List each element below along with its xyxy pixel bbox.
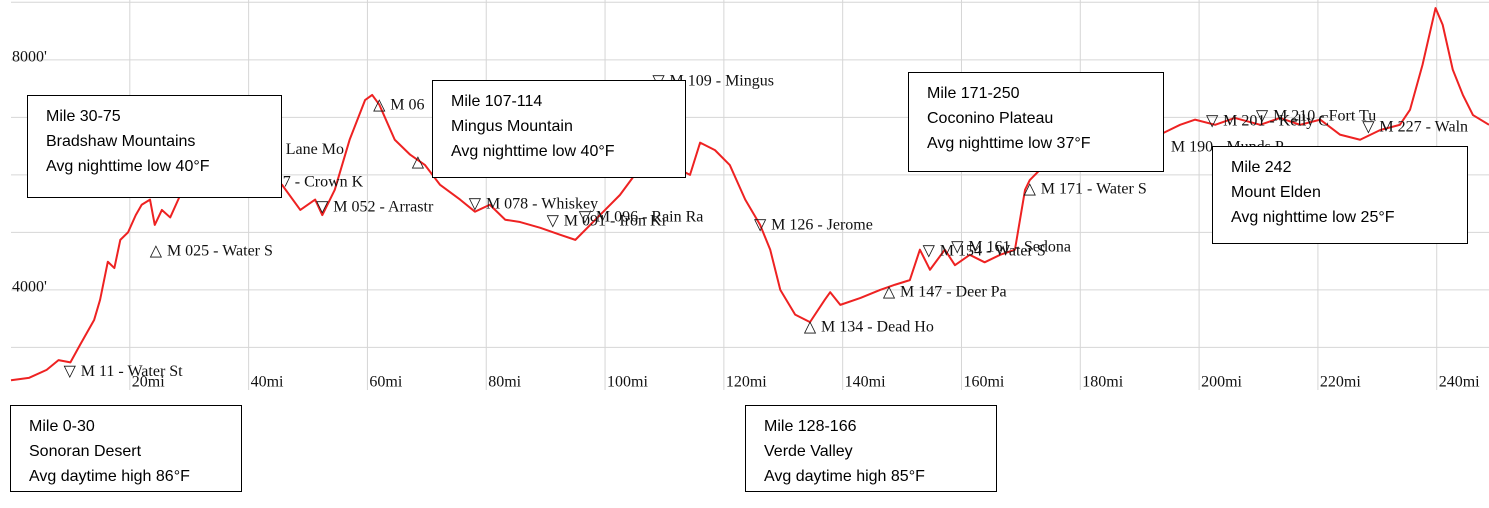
annotation-box: Mile 30-75 Bradshaw Mountains Avg nighttim… [27, 95, 282, 198]
x-tick-label: 140mi [845, 374, 886, 391]
waypoint-label: M 171 - Water S [1041, 180, 1147, 197]
x-tick-label: 120mi [726, 374, 767, 391]
x-tick-label: 180mi [1082, 374, 1123, 391]
y-tick-label: 8000' [12, 48, 47, 65]
waypoint-marker: ▽ [951, 239, 964, 256]
waypoint-marker: ▽ [923, 243, 936, 260]
waypoint-label: M 025 - Water S [167, 243, 273, 260]
annotation-line: Verde Valley [764, 443, 853, 460]
waypoint-marker: △ [883, 283, 896, 300]
annotation-box: Mile 107-114 Mingus Mountain Avg nighttime… [432, 80, 686, 178]
x-tick-label: 240mi [1439, 374, 1480, 391]
waypoint-label: M 210 - Fort Tu [1273, 107, 1376, 124]
annotation-box: Mile 171-250 Coconino Plateau Avg nighttim… [908, 72, 1164, 172]
waypoint-marker: △ [373, 97, 386, 114]
annotation-line: Avg daytime high 86°F [29, 468, 190, 485]
annotation-line: Avg nighttime low 25°F [1231, 209, 1395, 226]
y-tick-label: 4000' [12, 279, 47, 296]
waypoint-marker: ▽ [316, 198, 329, 215]
waypoint-label: M 126 - Jerome [771, 217, 873, 234]
waypoint-label: M 096 - Rain Ra [596, 209, 704, 226]
waypoint-label: M 154 - Water S [940, 243, 1046, 260]
waypoint-label: M 109 - Mingus [670, 72, 774, 89]
waypoint-label: M 11 - Water St [81, 363, 183, 380]
waypoint-label: M 091 - Iron Ki [564, 213, 667, 230]
annotation-line: Mile 242 [1231, 159, 1292, 176]
annotation-box: Mile 242 Mount Elden Avg nighttime low 25°… [1212, 146, 1468, 244]
waypoint-marker: △ [804, 319, 817, 336]
x-tick-label: 220mi [1320, 374, 1361, 391]
annotation-line: Avg daytime high 85°F [764, 468, 925, 485]
elevation-chart: 4000' 8000' 20mi 40mi 60mi 80mi 100mi 120mi 140m… [10, 0, 1489, 391]
annotation-line: Coconino Plateau [927, 110, 1054, 127]
x-tick-label: 200mi [1201, 374, 1242, 391]
elevation-line [10, 7, 1489, 382]
waypoint-label: M 201 - Kelly C [1223, 113, 1329, 130]
waypoint-label: M 052 - Arrastr [333, 198, 434, 215]
waypoint-marker: △ [412, 153, 425, 170]
x-tick-label: 40mi [251, 374, 284, 391]
annotation-box: Mile 128-166 Verde Valley Avg daytime high… [745, 405, 997, 492]
annotation-line: Avg nighttime low 37°F [927, 135, 1091, 152]
waypoint-marker: ▽ [1362, 118, 1375, 135]
x-tick-label: 20mi [132, 374, 165, 391]
annotation-line: Mingus Mountain [451, 118, 573, 135]
waypoint-marker: ▽ [64, 363, 77, 380]
x-tick-label: 80mi [488, 374, 521, 391]
waypoint-label: M 227 - Waln [1379, 118, 1468, 135]
waypoint-label: M 134 - Dead Ho [821, 319, 934, 336]
waypoint-label: M 147 - Deer Pa [900, 283, 1007, 300]
waypoint-marker: ▽ [1256, 107, 1269, 124]
waypoint-marker: ▽ [579, 209, 592, 226]
x-tick-label: 60mi [369, 374, 402, 391]
waypoint-marker: ▽ [1206, 113, 1219, 130]
annotation-line: Mile 107-114 [451, 93, 543, 110]
waypoint-marker: △ [1024, 180, 1037, 197]
annotation-line: Mile 171-250 [927, 85, 1020, 102]
annotation-line: Mile 0-30 [29, 418, 95, 435]
annotation-box: Mile 0-30 Sonoran Desert Avg daytime high … [10, 405, 242, 492]
x-tick-label: 100mi [607, 374, 648, 391]
annotation-line: Mile 30-75 [46, 108, 121, 125]
x-tick-label: 160mi [963, 374, 1004, 391]
waypoint-marker: △ [150, 243, 163, 260]
waypoint-marker: ▽ [547, 213, 560, 230]
annotation-line: Avg nighttime low 40°F [46, 158, 210, 175]
waypoint-label: M 078 - Whiskey [486, 195, 598, 212]
annotation-line: Avg nighttime low 40°F [451, 143, 615, 160]
annotation-line: Mile 128-166 [764, 418, 857, 435]
annotation-line: Sonoran Desert [29, 443, 142, 460]
waypoint-label: M 161 - Sedona [968, 239, 1071, 256]
waypoint-label: M 06 [390, 97, 424, 114]
waypoint-marker: ▽ [754, 217, 767, 234]
waypoint-label: 7 - Crown K [283, 174, 364, 191]
waypoint-label: Lane Mo [286, 141, 344, 158]
annotation-line: Mount Elden [1231, 184, 1321, 201]
waypoint-marker: ▽ [469, 195, 482, 212]
annotation-line: Bradshaw Mountains [46, 133, 196, 150]
